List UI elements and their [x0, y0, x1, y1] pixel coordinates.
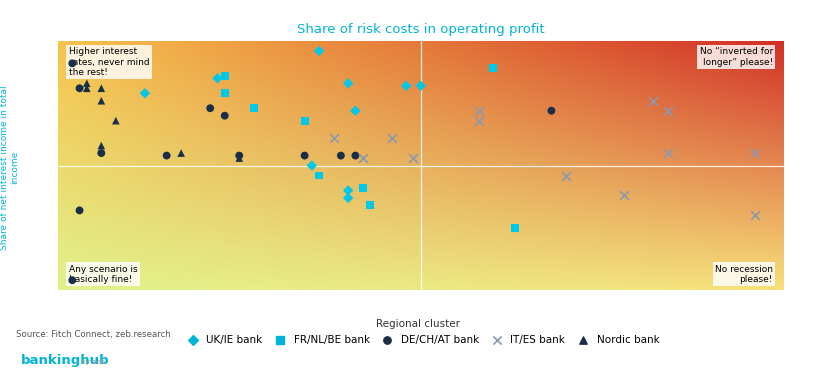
Text: Share of net interest income in total
income: Share of net interest income in total in…: [0, 85, 20, 250]
Text: bankinghub: bankinghub: [21, 354, 109, 367]
Point: [407, 155, 420, 161]
Point: [218, 113, 231, 119]
Point: [298, 153, 311, 158]
Text: No “inverted for
longer” please!: No “inverted for longer” please!: [700, 47, 773, 67]
Point: [472, 118, 485, 124]
Point: [204, 105, 217, 111]
Point: [661, 108, 674, 114]
Point: [313, 48, 326, 54]
Point: [617, 192, 630, 198]
Point: [66, 60, 79, 66]
Point: [66, 277, 79, 283]
Point: [211, 75, 224, 81]
Text: Higher interest
rates, never mind
the rest!: Higher interest rates, never mind the re…: [68, 47, 149, 77]
Point: [508, 225, 521, 231]
Legend: UK/IE bank, FR/NL/BE bank, DE/CH/AT bank, IT/ES bank, Nordic bank: UK/IE bank, FR/NL/BE bank, DE/CH/AT bank…: [178, 315, 663, 349]
Point: [80, 85, 93, 91]
Point: [647, 98, 660, 104]
Point: [349, 108, 362, 114]
Point: [487, 65, 500, 71]
Point: [139, 90, 152, 96]
Point: [233, 155, 246, 161]
Point: [363, 202, 376, 208]
Point: [95, 150, 108, 156]
Point: [334, 153, 347, 158]
Point: [342, 187, 355, 193]
Point: [233, 153, 246, 158]
Point: [95, 85, 108, 91]
Point: [95, 142, 108, 148]
Point: [80, 80, 93, 86]
Point: [544, 108, 558, 114]
Point: [356, 185, 370, 191]
Point: [559, 173, 573, 179]
Point: [349, 153, 362, 158]
Point: [95, 98, 108, 104]
Point: [298, 118, 311, 124]
Point: [472, 108, 485, 114]
Text: by zeb: by zeb: [81, 359, 105, 365]
Point: [73, 85, 86, 91]
Point: [385, 135, 398, 141]
Point: [327, 135, 340, 141]
Point: [73, 208, 86, 214]
Point: [313, 173, 326, 179]
Text: Source: Fitch Connect, zeb.research: Source: Fitch Connect, zeb.research: [16, 330, 172, 339]
Point: [342, 195, 355, 201]
Point: [748, 150, 761, 156]
Text: Any scenario is
basically fine!: Any scenario is basically fine!: [68, 264, 137, 284]
Point: [356, 155, 370, 161]
Title: Share of risk costs in operating profit: Share of risk costs in operating profit: [297, 23, 544, 36]
Point: [218, 90, 231, 96]
Point: [305, 163, 318, 169]
Point: [414, 83, 427, 89]
Text: No recession
please!: No recession please!: [714, 264, 773, 284]
Point: [661, 150, 674, 156]
Point: [748, 212, 761, 218]
Point: [175, 150, 188, 156]
Point: [248, 105, 261, 111]
Point: [160, 153, 173, 158]
Point: [109, 118, 122, 124]
Point: [399, 83, 412, 89]
Point: [342, 80, 355, 86]
Point: [218, 73, 231, 79]
